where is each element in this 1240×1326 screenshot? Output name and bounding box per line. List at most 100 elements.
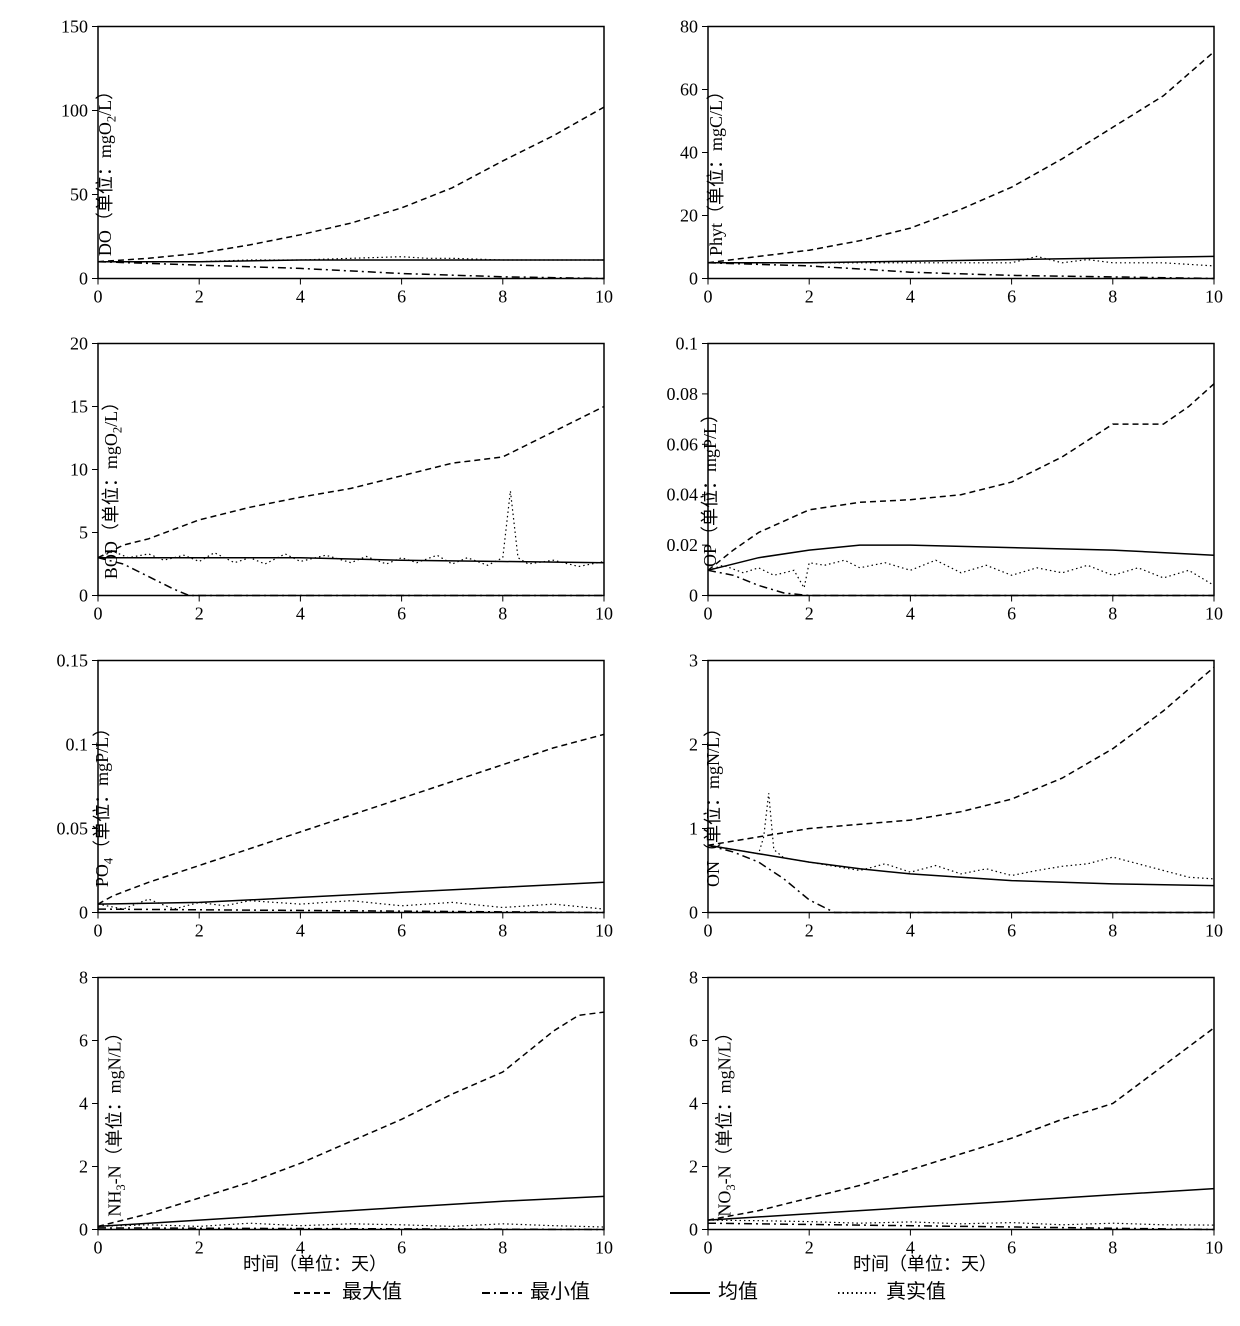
svg-text:10: 10 — [595, 604, 613, 624]
svg-text:6: 6 — [397, 921, 406, 941]
svg-text:4: 4 — [906, 921, 915, 941]
series-mean — [708, 1189, 1214, 1221]
series-mean — [708, 545, 1214, 570]
svg-text:0.1: 0.1 — [66, 735, 89, 755]
svg-text:0: 0 — [94, 1238, 103, 1258]
series-mean — [98, 882, 604, 904]
svg-text:10: 10 — [1205, 287, 1223, 307]
svg-text:0: 0 — [79, 1220, 88, 1240]
svg-text:6: 6 — [1007, 287, 1016, 307]
svg-text:8: 8 — [1108, 1238, 1117, 1258]
chart-bod: 024681005101520BOD（单位：mgO2/L） — [10, 327, 620, 644]
svg-text:4: 4 — [296, 287, 305, 307]
svg-text:20: 20 — [680, 206, 698, 226]
y-axis-label: Phyt（单位：mgC/L） — [702, 81, 728, 255]
svg-text:0: 0 — [689, 1220, 698, 1240]
chart-grid: 0246810050100150DO（单位：mgO2/L）02468100204… — [0, 0, 1240, 1260]
series-mean — [98, 1196, 604, 1226]
svg-text:0: 0 — [704, 1238, 713, 1258]
svg-text:6: 6 — [79, 1031, 88, 1051]
svg-text:10: 10 — [70, 460, 88, 480]
svg-text:0: 0 — [689, 269, 698, 289]
legend-item-dashed: 最大值 — [294, 1275, 402, 1304]
svg-text:2: 2 — [79, 1157, 88, 1177]
svg-text:6: 6 — [1007, 1238, 1016, 1258]
svg-text:2: 2 — [195, 921, 204, 941]
legend-label: 真实值 — [886, 1281, 946, 1303]
svg-text:100: 100 — [61, 101, 88, 121]
series-mean — [708, 256, 1214, 262]
svg-text:2: 2 — [805, 921, 814, 941]
svg-text:4: 4 — [79, 1094, 88, 1114]
svg-text:0.02: 0.02 — [667, 535, 699, 555]
svg-text:0.06: 0.06 — [667, 434, 699, 454]
chart-op: 024681000.020.040.060.080.1OP（单位：mgP/L） — [620, 327, 1230, 644]
legend-item-dashdot: 最小值 — [482, 1275, 590, 1304]
svg-text:6: 6 — [397, 1238, 406, 1258]
svg-text:15: 15 — [70, 397, 88, 417]
svg-text:4: 4 — [296, 921, 305, 941]
series-max — [98, 1012, 604, 1226]
svg-text:150: 150 — [61, 17, 88, 37]
svg-text:0: 0 — [79, 269, 88, 289]
x-axis-label: 时间（单位：天） — [243, 1250, 387, 1276]
series-real — [98, 1223, 604, 1227]
svg-text:10: 10 — [595, 287, 613, 307]
series-max — [98, 734, 604, 904]
series-max — [98, 107, 604, 262]
svg-text:6: 6 — [1007, 604, 1016, 624]
svg-text:8: 8 — [498, 921, 507, 941]
svg-text:2: 2 — [195, 604, 204, 624]
series-max — [708, 384, 1214, 571]
svg-text:0: 0 — [704, 604, 713, 624]
chart-no3n: 024681002468NO3-N（单位：mgN/L）时间（单位：天） — [620, 961, 1230, 1278]
legend-item-dotted: 真实值 — [838, 1275, 946, 1304]
svg-text:10: 10 — [1205, 921, 1223, 941]
svg-text:8: 8 — [498, 604, 507, 624]
svg-text:4: 4 — [906, 287, 915, 307]
svg-text:0.04: 0.04 — [667, 485, 699, 505]
svg-text:0.08: 0.08 — [667, 384, 699, 404]
series-min — [98, 262, 604, 279]
svg-text:0: 0 — [94, 604, 103, 624]
svg-text:2: 2 — [805, 287, 814, 307]
y-axis-label: DO（单位：mgO2/L） — [91, 81, 120, 255]
series-real — [708, 560, 1214, 588]
svg-text:5: 5 — [79, 523, 88, 543]
svg-text:0: 0 — [94, 287, 103, 307]
series-mean — [98, 558, 604, 563]
chart-do: 0246810050100150DO（单位：mgO2/L） — [10, 10, 620, 327]
series-max — [708, 667, 1214, 845]
svg-text:0.05: 0.05 — [57, 819, 89, 839]
svg-text:2: 2 — [805, 604, 814, 624]
svg-text:50: 50 — [70, 185, 88, 205]
svg-text:60: 60 — [680, 80, 698, 100]
svg-text:80: 80 — [680, 17, 698, 37]
series-max — [708, 52, 1214, 263]
svg-text:8: 8 — [689, 968, 698, 988]
svg-text:0: 0 — [704, 287, 713, 307]
legend-label: 最小值 — [530, 1281, 590, 1303]
svg-text:2: 2 — [195, 1238, 204, 1258]
y-axis-label: ON（单位：mgN/L） — [699, 719, 725, 887]
series-max — [708, 1028, 1214, 1220]
series-min — [98, 558, 604, 596]
svg-text:2: 2 — [689, 1157, 698, 1177]
svg-text:0: 0 — [704, 921, 713, 941]
svg-text:20: 20 — [70, 334, 88, 354]
svg-text:4: 4 — [296, 604, 305, 624]
svg-text:2: 2 — [689, 735, 698, 755]
svg-text:0: 0 — [689, 903, 698, 923]
y-axis-label: PO4（单位：mgP/L） — [88, 718, 117, 886]
svg-text:1: 1 — [689, 819, 698, 839]
svg-text:6: 6 — [689, 1031, 698, 1051]
x-axis-label: 时间（单位：天） — [853, 1250, 997, 1276]
svg-text:0.1: 0.1 — [676, 334, 699, 354]
svg-text:3: 3 — [689, 651, 698, 671]
svg-text:0: 0 — [94, 921, 103, 941]
chart-nh3n: 024681002468NH3-N（单位：mgN/L）时间（单位：天） — [10, 961, 620, 1278]
svg-text:0: 0 — [79, 586, 88, 606]
svg-text:10: 10 — [1205, 604, 1223, 624]
svg-text:2: 2 — [805, 1238, 814, 1258]
svg-text:4: 4 — [689, 1094, 698, 1114]
